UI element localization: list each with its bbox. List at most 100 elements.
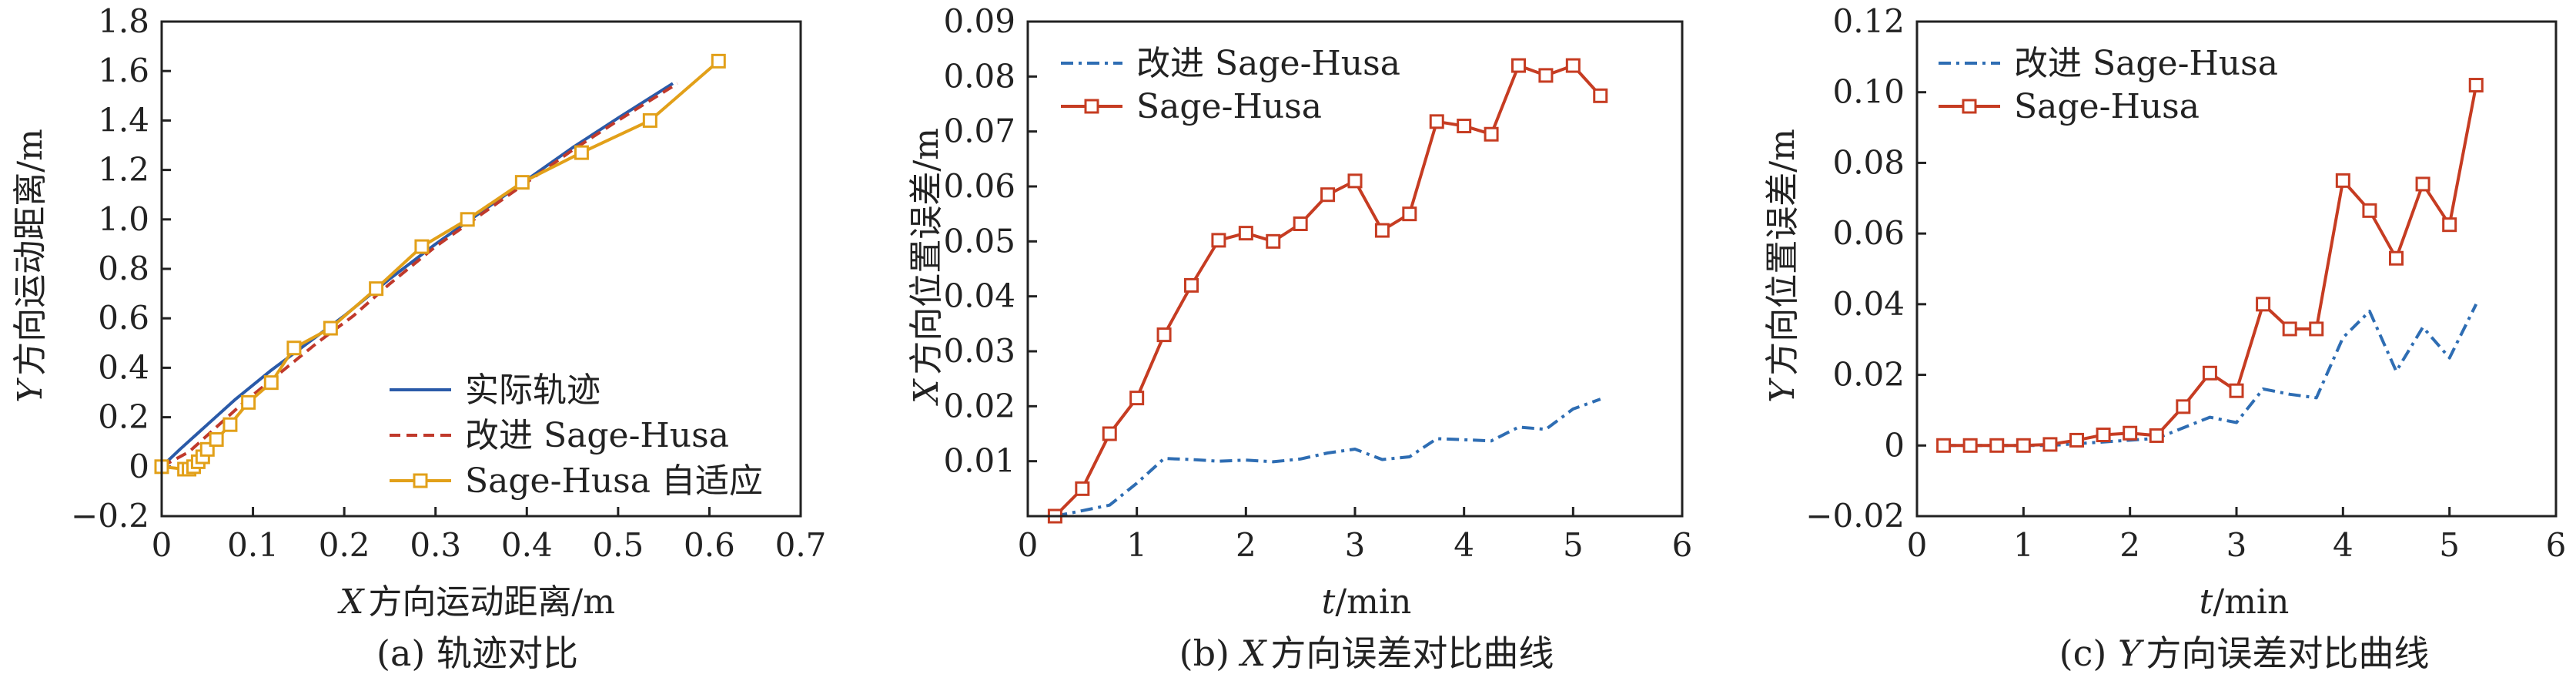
data-point [2069, 432, 2084, 448]
y-tick-label: 1.6 [98, 52, 149, 89]
x-tick-label: 0.7 [775, 526, 827, 564]
data-point [1429, 114, 1444, 129]
y-tick-label: 1.4 [98, 101, 149, 139]
data-point [2389, 250, 2404, 266]
data-point [1989, 438, 2005, 453]
data-point [2123, 425, 2138, 441]
tick-marks [1026, 20, 1684, 516]
legend-marker-sagehusa [1962, 99, 1977, 114]
data-point [1238, 226, 1253, 241]
x-tick-labels: 0 1 2 3 4 5 6 [1018, 526, 1693, 564]
y-tick-label: 0.04 [1832, 285, 1905, 323]
tick-marks [160, 20, 802, 518]
x-tick-label: 0.2 [319, 526, 370, 564]
x-tick-label: 5 [2439, 526, 2460, 564]
data-point [1538, 68, 1554, 83]
data-point [2202, 365, 2217, 381]
data-point [1347, 173, 1363, 189]
data-point [2256, 297, 2271, 312]
y-tick-label: 0.06 [1832, 214, 1905, 252]
y-tick-label: 1.0 [98, 200, 149, 238]
data-point [2415, 176, 2430, 192]
data-point [1511, 58, 1526, 73]
data-point [1484, 126, 1499, 142]
y-tick-label: 0.03 [943, 332, 1015, 370]
data-point [1320, 187, 1336, 203]
data-point [1936, 438, 1952, 453]
data-point [2282, 321, 2297, 337]
data-point [2229, 383, 2244, 398]
data-point [1129, 391, 1145, 406]
legend: 改进 Sage-Husa Sage-Husa [1061, 44, 1400, 126]
x-tick-label: 3 [2226, 526, 2247, 564]
series-line-2 [161, 82, 678, 468]
y-tick-label: 0.8 [98, 250, 149, 287]
data-point [1102, 426, 1117, 441]
y-tick-label: 0.6 [98, 299, 149, 337]
legend-label-adaptive: Sage-Husa 自适应 [465, 461, 763, 501]
legend-label-improved: 改进 Sage-Husa [2014, 44, 2278, 83]
legend-marker-adaptive [413, 473, 428, 488]
series-lines [1047, 58, 1608, 524]
chart-caption: (a) 轨迹对比 [376, 632, 578, 674]
data-point [414, 239, 430, 254]
y-tick-label: −0.2 [71, 497, 149, 535]
data-point [574, 145, 589, 160]
legend-label-actual: 实际轨迹 [465, 371, 601, 410]
data-point [1266, 233, 1281, 249]
y-tick-label: 0.4 [98, 348, 149, 386]
y-tick-label: 0.10 [1832, 73, 1905, 111]
y-tick-label: 0.07 [943, 112, 1015, 150]
series-lines [154, 53, 726, 477]
y-tick-label: 0.12 [1832, 2, 1905, 40]
y-tick-label: 0.01 [943, 442, 1015, 480]
x-tick-label: 0.3 [410, 526, 461, 564]
data-point [711, 53, 726, 69]
x-tick-label: 0 [1907, 526, 1928, 564]
y-tick-labels: 0.01 0.02 0.03 0.04 0.05 0.06 0.07 0.08 0.09 [943, 2, 1015, 480]
legend: 实际轨迹 改进 Sage-Husa Sage-Husa 自适应 [390, 371, 763, 501]
y-tick-label: 0.04 [943, 277, 1015, 315]
data-point [2096, 428, 2111, 443]
chart-caption: (b) X 方向误差对比曲线 [1179, 632, 1554, 674]
data-point [369, 281, 384, 297]
data-point [1457, 119, 1472, 134]
series-lines [1936, 78, 2484, 453]
chart-x-error: 0 1 2 3 4 5 6 0.01 0.02 0.03 0.04 0.05 0.06 0.07 0.08… [907, 2, 1692, 674]
y-tick-label: 0.09 [943, 2, 1015, 40]
data-point [1402, 206, 1417, 222]
y-axis-label: Y方向位置误差/m [1763, 129, 1802, 403]
data-point [1293, 216, 1308, 232]
data-point [2042, 437, 2058, 452]
x-tick-label: 0 [1018, 526, 1039, 564]
data-point [2468, 78, 2484, 93]
y-tick-label: 0.05 [943, 222, 1015, 260]
x-tick-label: 4 [1454, 526, 1474, 564]
data-point [263, 375, 279, 391]
x-axis-label: t/min [2200, 582, 2290, 622]
data-point [2309, 321, 2324, 337]
data-point [514, 175, 530, 190]
y-tick-label: 1.8 [98, 2, 149, 40]
y-axis-label: Y方向运动距离/m [11, 129, 50, 403]
data-point [2149, 428, 2164, 443]
x-tick-label: 1 [2013, 526, 2034, 564]
series-line-2 [1053, 64, 1602, 518]
legend-label-improved: 改进 Sage-Husa [1136, 44, 1400, 83]
data-point [209, 431, 224, 447]
y-tick-label: 0 [129, 448, 149, 485]
legend-label-sagehusa: Sage-Husa [1136, 87, 1322, 126]
y-tick-label: 0.06 [943, 167, 1015, 205]
x-tick-label: 0.6 [684, 526, 735, 564]
x-tick-label: 6 [1672, 526, 1693, 564]
plot-frame [1026, 20, 1684, 518]
data-point [1184, 277, 1199, 293]
x-tick-label: 6 [2546, 526, 2567, 564]
data-point [1374, 223, 1390, 238]
x-tick-label: 0.4 [501, 526, 553, 564]
y-axis-label: X方向位置误差/m [907, 128, 946, 406]
x-tick-label: 4 [2333, 526, 2354, 564]
plot-frame [1915, 20, 2558, 518]
data-point [2335, 173, 2350, 188]
